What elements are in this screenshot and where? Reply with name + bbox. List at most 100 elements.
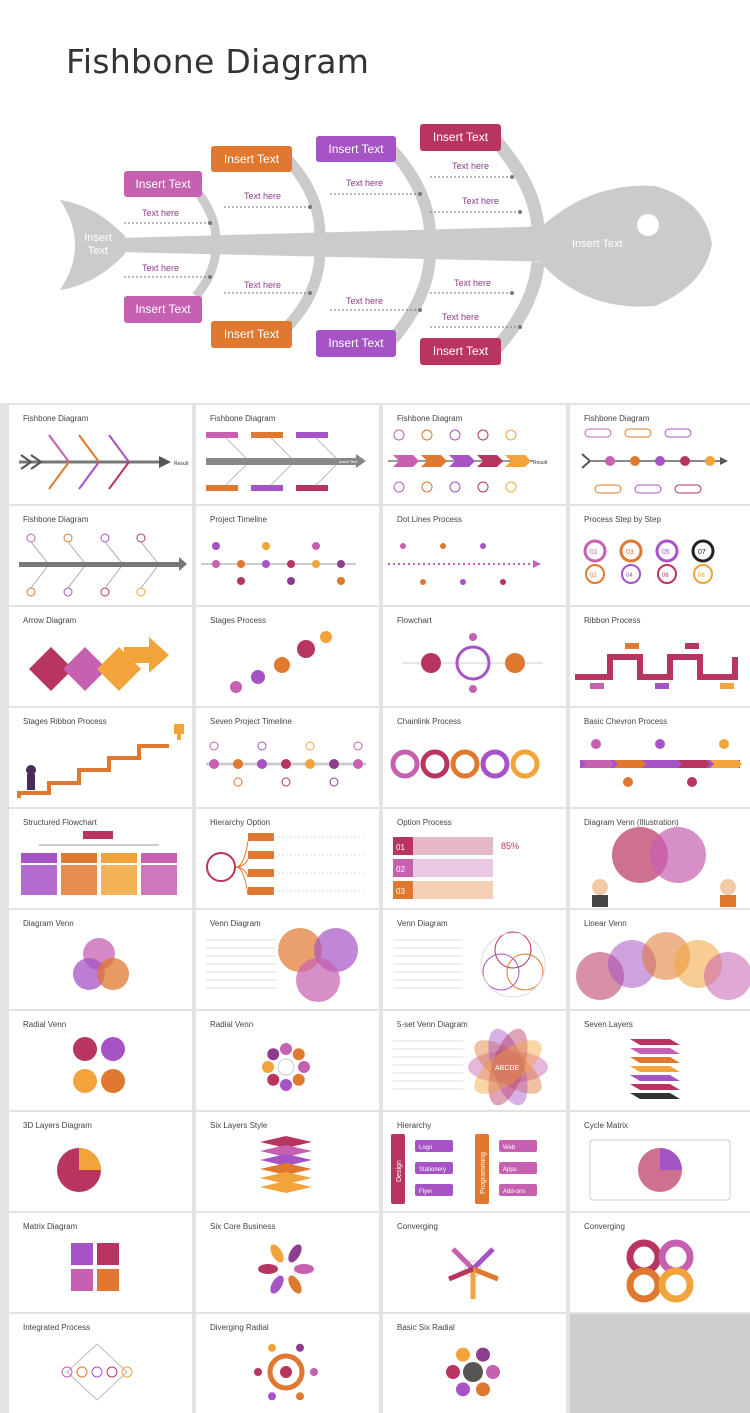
top-box-1-label[interactable]: Insert Text xyxy=(135,177,191,191)
thumbnail-structured-flowchart[interactable]: Structured Flowchart xyxy=(9,809,192,908)
thumbnail-stages-process[interactable]: Stages Process xyxy=(196,607,379,706)
thumbnail-hierarchy-option[interactable]: Hierarchy Option xyxy=(196,809,379,908)
bottom-note-5: Text here xyxy=(442,312,480,322)
thumbnail-fishbone-diagram[interactable]: Fishbone Diagram xyxy=(9,506,192,605)
thumbnail-graphic xyxy=(581,428,728,494)
thumbnail-3d-layers-diagram[interactable]: 3D Layers Diagram xyxy=(9,1112,192,1211)
thumbnail-seven-project-timeline[interactable]: Seven Project Timeline xyxy=(196,708,379,807)
thumbnail-stages-ribbon-process[interactable]: Stages Ribbon Process xyxy=(9,708,192,807)
svg-text:Add-ons: Add-ons xyxy=(503,1189,525,1195)
bottom-box-4-label[interactable]: Insert Text xyxy=(432,344,489,358)
thumbnail-title: Fishbone Diagram xyxy=(210,414,276,423)
bottom-box-1-label[interactable]: Insert Text xyxy=(135,302,191,316)
thumbnail-title: Cycle Matrix xyxy=(584,1121,629,1130)
top-box-2-label[interactable]: Insert Text xyxy=(223,152,280,166)
thumbnail-title: Matrix Diagram xyxy=(23,1222,78,1231)
thumbnail-graphic xyxy=(73,938,129,990)
thumbnail-graphic xyxy=(17,724,184,798)
thumbnail-title: Linear Venn xyxy=(584,919,627,928)
thumbnail-fishbone-diagram[interactable]: Fishbone Diagram Result xyxy=(383,405,566,504)
thumbnail-title: Stages Ribbon Process xyxy=(23,717,107,726)
thumbnail-converging[interactable]: Converging xyxy=(383,1213,566,1312)
hero-slide: Fishbone Diagram xyxy=(0,0,750,403)
thumbnail-diagram-venn-illustration[interactable]: Diagram Venn (Illustration) xyxy=(570,809,750,908)
thumbnail-linear-venn[interactable]: Linear Venn xyxy=(570,910,750,1009)
result-label: Result xyxy=(174,461,189,467)
svg-text:01: 01 xyxy=(590,549,598,556)
thumbnail-six-layers-style[interactable]: Six Layers Style xyxy=(196,1112,379,1211)
thumbnail-diverging-radial[interactable]: Diverging Radial xyxy=(196,1314,379,1413)
thumbnail-diagram-venn[interactable]: Diagram Venn xyxy=(9,910,192,1009)
thumbnail-title: Diagram Venn (Illustration) xyxy=(584,818,679,827)
thumbnail-graphic xyxy=(589,1139,731,1201)
thumbnail-title: Stages Process xyxy=(210,616,267,625)
top-box-4-label[interactable]: Insert Text xyxy=(432,130,489,144)
thumbnail-fishbone-diagram[interactable]: Fishbone Diagram Result xyxy=(9,405,192,504)
thumbnail-ribbon-process[interactable]: Ribbon Process xyxy=(570,607,750,706)
thumbnail-title: Venn Diagram xyxy=(210,919,261,928)
thumbnail-title: Fishbone Diagram xyxy=(584,414,650,423)
thumbnail-title: Radial Venn xyxy=(210,1020,254,1029)
top-box-3-label[interactable]: Insert Text xyxy=(328,142,384,156)
thumbnail-arrow-diagram[interactable]: Arrow Diagram xyxy=(9,607,192,706)
thumbnail-radial-venn[interactable]: Radial Venn xyxy=(9,1011,192,1110)
thumbnail-basic-chevron-process[interactable]: Basic Chevron Process xyxy=(570,708,750,807)
top-box-2 xyxy=(211,146,292,172)
svg-text:03: 03 xyxy=(626,549,634,556)
bottom-note-4: Text here xyxy=(454,278,492,288)
thumbnail-title: Converging xyxy=(397,1222,438,1231)
svg-text:Insert Text: Insert Text xyxy=(339,459,358,464)
svg-text:Flyer: Flyer xyxy=(419,1189,432,1195)
thumbnail-graphic: Result xyxy=(19,434,189,490)
thumbnail-graphic xyxy=(592,827,736,907)
top-box-1 xyxy=(124,171,202,197)
thumbnail-cycle-matrix[interactable]: Cycle Matrix xyxy=(570,1112,750,1211)
thumbnail-basic-six-radial[interactable]: Basic Six Radial xyxy=(383,1314,566,1413)
thumbnail-option-process[interactable]: Option Process 01 02 03 85% xyxy=(383,809,566,908)
thumbnail-graphic xyxy=(403,633,543,693)
thumbnail-process-step-by-step[interactable]: Process Step by Step 01 02 03 04 05 06 07 08 xyxy=(570,506,750,605)
thumbnail-title: Integrated Process xyxy=(23,1323,91,1332)
bottom-box-1 xyxy=(124,296,202,323)
thumbnail-radial-venn[interactable]: Radial Venn xyxy=(196,1011,379,1110)
bottom-box-2-label[interactable]: Insert Text xyxy=(223,327,280,341)
bottom-box-3-label[interactable]: Insert Text xyxy=(328,336,384,350)
svg-text:Design: Design xyxy=(396,1160,403,1182)
thumbnail-six-core-business[interactable]: Six Core Business xyxy=(196,1213,379,1312)
venn-center-label: ABCDE xyxy=(495,1065,519,1072)
svg-text:07: 07 xyxy=(698,549,706,556)
fish-spine xyxy=(118,226,560,262)
thumbnail-fishbone-diagram[interactable]: Fishbone Diagram Insert Text xyxy=(196,405,379,504)
thumbnail-matrix-diagram[interactable]: Matrix Diagram xyxy=(9,1213,192,1312)
thumbnail-integrated-process[interactable]: Integrated Process xyxy=(9,1314,192,1413)
thumbnail-seven-layers[interactable]: Seven Layers xyxy=(570,1011,750,1110)
thumbnail-title: Project Timeline xyxy=(210,515,267,524)
thumbnail-graphic xyxy=(262,1043,310,1091)
svg-text:Stationery: Stationery xyxy=(419,1167,446,1173)
bottom-note-2: Text here xyxy=(244,280,282,290)
thumbnail-graphic xyxy=(206,741,366,787)
svg-text:Result: Result xyxy=(533,460,548,466)
thumbnail-converging[interactable]: Converging xyxy=(570,1213,750,1312)
thumbnail-title: Flowchart xyxy=(397,616,432,625)
thumbnail-project-timeline[interactable]: Project Timeline xyxy=(196,506,379,605)
thumbnail-graphic xyxy=(448,1247,499,1299)
empty-slot xyxy=(570,1314,750,1413)
thumbnail-venn-diagram[interactable]: Venn Diagram xyxy=(196,910,379,1009)
thumbnail-5-set-venn-diagram[interactable]: 5-set Venn Diagram ABCDE xyxy=(383,1011,566,1110)
thumbnail-venn-diagram[interactable]: Venn Diagram xyxy=(383,910,566,1009)
thumbnail-hierarchy[interactable]: Hierarchy Design Logo Stationery Flyer Prog… xyxy=(383,1112,566,1211)
thumbnail-dot-lines-process[interactable]: Dot Lines Process xyxy=(383,506,566,605)
thumbnail-graphic xyxy=(29,637,169,691)
thumbnail-chainlink-process[interactable]: Chainlink Process xyxy=(383,708,566,807)
thumbnail-graphic xyxy=(71,1243,119,1291)
thumbnail-title: Diverging Radial xyxy=(210,1323,269,1332)
bottom-box-2 xyxy=(211,321,292,348)
thumbnail-graphic xyxy=(626,1239,694,1303)
thumbnail-flowchart[interactable]: Flowchart xyxy=(383,607,566,706)
svg-text:05: 05 xyxy=(662,549,670,556)
thumbnail-graphic xyxy=(258,1244,314,1294)
thumbnail-fishbone-diagram[interactable]: Fishbone Diagram xyxy=(570,405,750,504)
head-label: Insert Text xyxy=(572,238,623,250)
thumbnail-title: Seven Layers xyxy=(584,1020,633,1029)
